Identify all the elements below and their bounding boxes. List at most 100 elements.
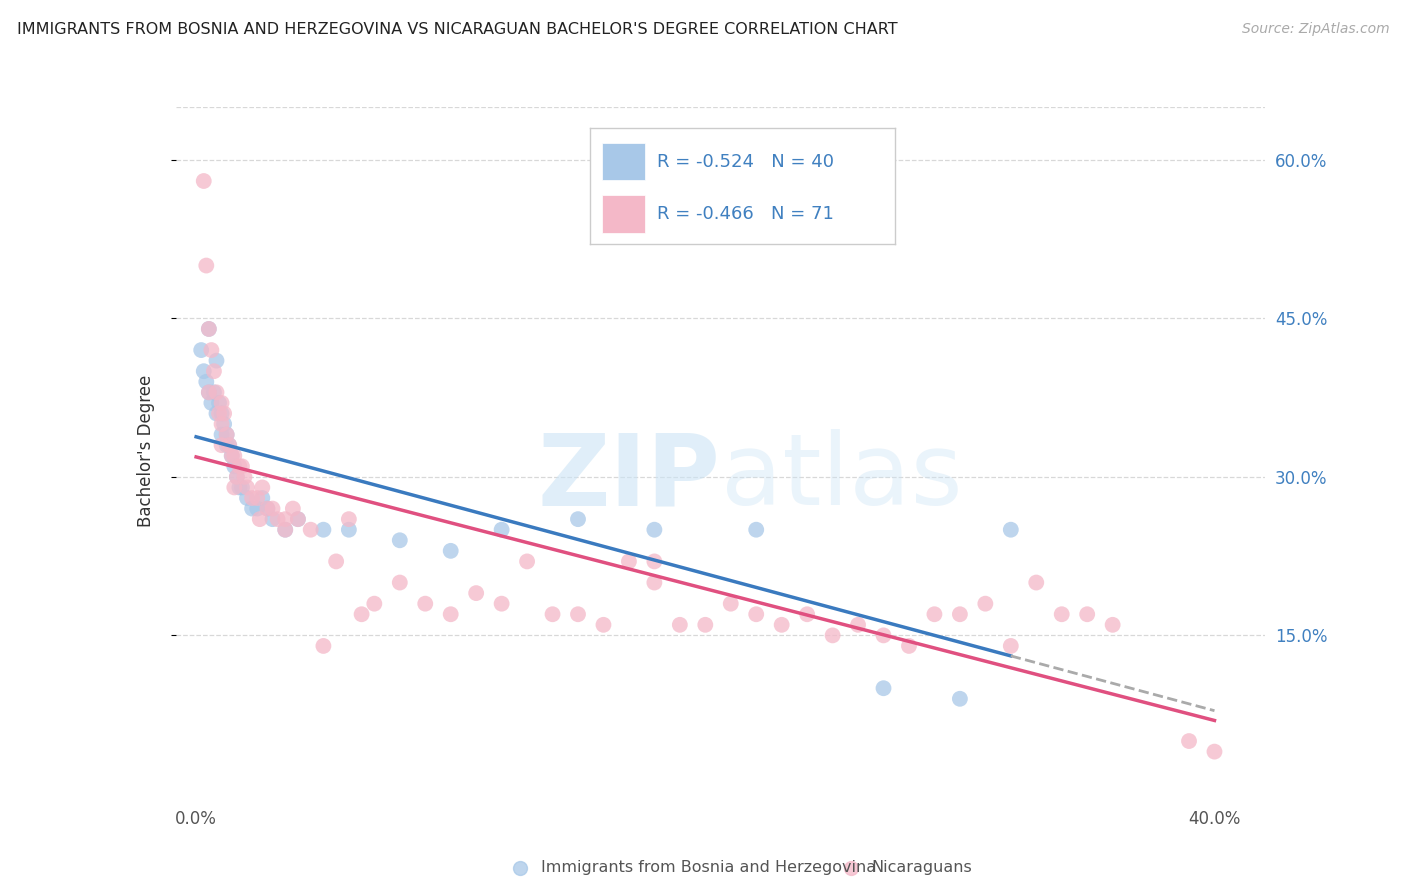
Point [198,322,221,336]
Point [212,417,235,431]
Point [231,459,253,474]
Point [240,491,263,505]
Point [516,554,538,568]
Point [1101,617,1123,632]
Point [1178,734,1201,748]
Point [236,480,259,494]
Point [1076,607,1098,622]
Point [193,364,215,378]
Point [262,501,284,516]
Point [233,470,256,484]
Point [281,501,304,516]
Y-axis label: Bachelor's Degree: Bachelor's Degree [136,375,155,526]
Point [592,617,614,632]
Point [211,427,233,442]
Point [252,491,274,505]
Point [839,861,862,875]
Point [212,407,235,421]
Point [1204,745,1226,759]
Point [617,554,640,568]
Point [949,607,972,622]
Point [256,501,278,516]
Point [1025,575,1047,590]
Point [491,597,513,611]
Point [541,607,564,622]
Point [350,607,373,622]
Point [872,681,894,696]
Point [262,512,284,526]
Point [211,407,233,421]
Point [266,512,288,526]
Point [215,438,238,452]
Point [190,343,212,357]
Point [221,449,243,463]
Point [231,480,253,494]
Point [337,523,360,537]
Point [974,597,997,611]
Point [509,861,531,875]
Point [325,554,347,568]
Point [198,385,221,400]
Point [337,512,360,526]
Point [720,597,742,611]
Point [440,544,463,558]
Point [491,523,513,537]
Text: Source: ZipAtlas.com: Source: ZipAtlas.com [1241,22,1389,37]
Point [413,597,436,611]
Point [872,628,894,642]
Point [1000,639,1022,653]
Point [218,438,240,452]
Text: ZIP: ZIP [537,429,721,526]
Point [846,617,869,632]
Point [287,512,309,526]
Point [224,449,246,463]
Point [240,501,263,516]
Point [256,501,278,516]
Point [440,607,463,622]
Point [205,407,228,421]
Point [208,407,231,421]
Point [202,385,225,400]
Point [1050,607,1073,622]
Point [299,523,322,537]
Point [246,491,269,505]
Point [388,575,411,590]
Point [211,396,233,410]
Point [567,512,589,526]
Point [695,617,717,632]
Point [208,396,231,410]
Point [770,617,793,632]
Point [205,353,228,368]
Point [205,385,228,400]
Point [218,438,240,452]
Point [228,459,250,474]
Point [225,470,247,484]
Point [312,523,335,537]
Point [221,449,243,463]
Point [643,554,665,568]
Point [228,480,250,494]
Point [821,628,844,642]
Point [897,639,920,653]
Point [195,259,218,273]
Point [643,523,665,537]
Point [949,691,972,706]
Point [200,343,222,357]
Point [211,438,233,452]
Point [924,607,946,622]
Point [198,385,221,400]
Text: Nicaraguans: Nicaraguans [872,860,973,874]
Point [796,607,818,622]
Point [249,512,271,526]
Point [211,417,233,431]
Point [388,533,411,548]
Point [202,364,225,378]
Text: Immigrants from Bosnia and Herzegovina: Immigrants from Bosnia and Herzegovina [541,860,876,874]
Point [225,470,247,484]
Point [195,375,218,389]
Point [363,597,385,611]
Point [224,459,246,474]
Point [567,607,589,622]
Point [198,322,221,336]
Point [215,427,238,442]
